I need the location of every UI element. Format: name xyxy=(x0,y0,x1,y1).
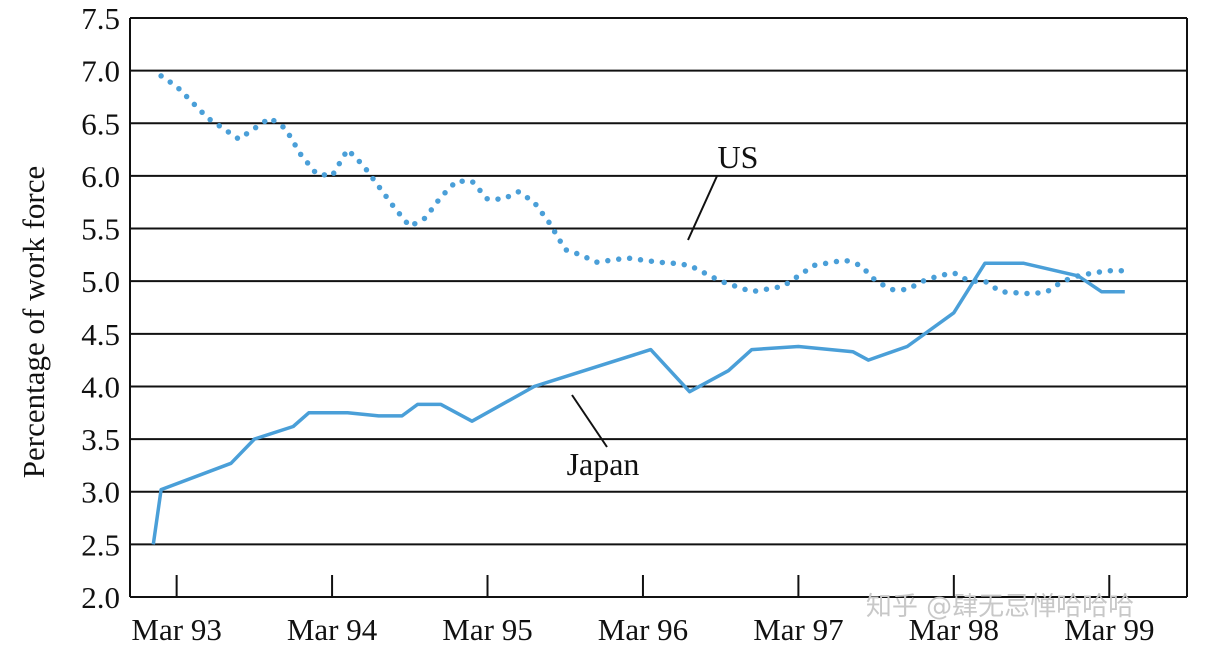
series-label-us: US xyxy=(718,139,759,175)
watermark: 知乎 @肆无忌惮哈哈哈 xyxy=(866,592,1134,622)
series-label-japan: Japan xyxy=(567,446,640,482)
us-leader-line xyxy=(687,175,718,241)
x-tick-label: Mar 94 xyxy=(287,612,378,647)
x-tick-label: Mar 97 xyxy=(753,612,843,647)
japan-leader-line xyxy=(571,394,608,448)
series-line-us xyxy=(158,73,1128,297)
x-tick-label: Mar 98 xyxy=(909,612,999,647)
y-tick-label: 6.5 xyxy=(81,106,120,141)
y-tick-label: 3.0 xyxy=(81,475,120,510)
series-line-japan xyxy=(151,261,1125,545)
x-tick-label: Mar 96 xyxy=(598,612,688,647)
y-tick-label: 5.0 xyxy=(81,264,120,299)
axis-layer: 2.0 2.5 3.0 3.5 4.0 4.5 5.0 5.5 6.0 6.5 7.0 7.5 Mar … xyxy=(81,1,1188,647)
y-tick-label: 4.0 xyxy=(81,369,120,404)
y-tick-label: 2.0 xyxy=(81,580,120,615)
series-layer xyxy=(151,73,1128,545)
grid-layer xyxy=(130,17,1187,598)
x-tick-label: Mar 93 xyxy=(131,612,221,647)
x-tick-label: Mar 95 xyxy=(442,612,532,647)
y-tick-label: 7.5 xyxy=(81,1,120,36)
y-tick-label: 3.5 xyxy=(81,422,120,457)
x-tick-label: Mar 99 xyxy=(1064,612,1154,647)
y-tick-label: 2.5 xyxy=(81,527,120,562)
y-tick-label: 4.5 xyxy=(81,317,120,352)
y-tick-label: 7.0 xyxy=(81,54,120,89)
y-tick-label: 6.0 xyxy=(81,159,120,194)
y-tick-label: 5.5 xyxy=(81,212,120,247)
y-axis-label: Percentage of work force xyxy=(16,166,51,478)
